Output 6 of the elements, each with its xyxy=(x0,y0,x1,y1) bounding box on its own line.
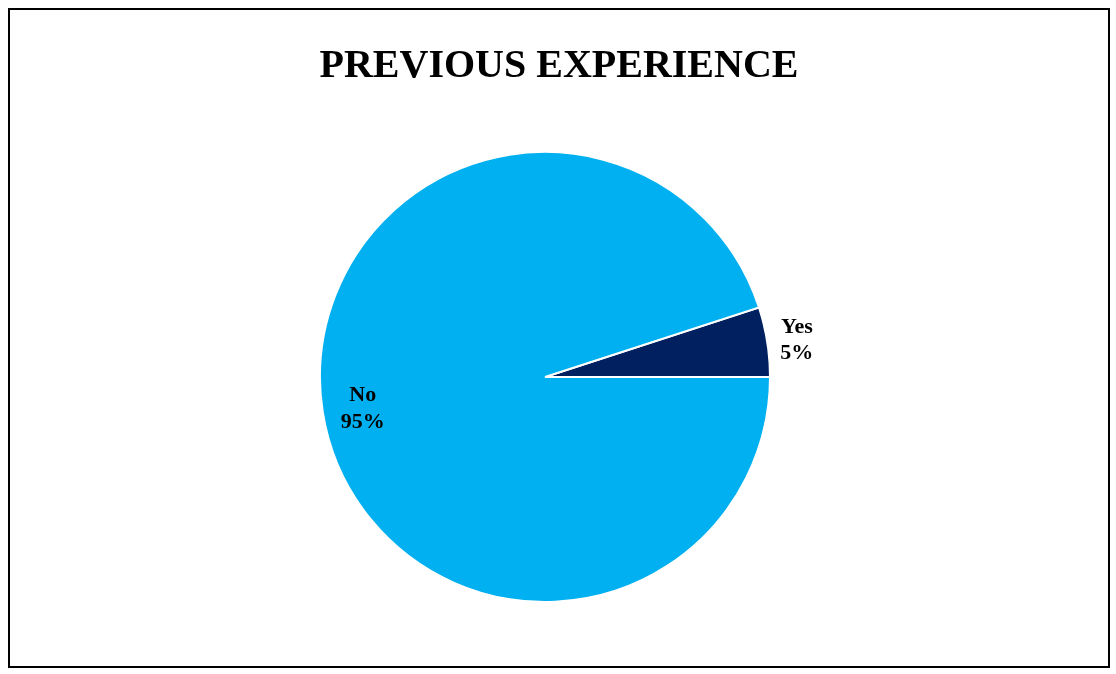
data-label: 5% xyxy=(780,339,814,365)
slice-label: No xyxy=(349,381,377,407)
data-label: 95% xyxy=(340,407,385,433)
chart-title: PREVIOUS EXPERIENCE xyxy=(318,40,800,87)
pie-slice xyxy=(319,151,771,603)
slice-label: Yes xyxy=(780,312,814,338)
